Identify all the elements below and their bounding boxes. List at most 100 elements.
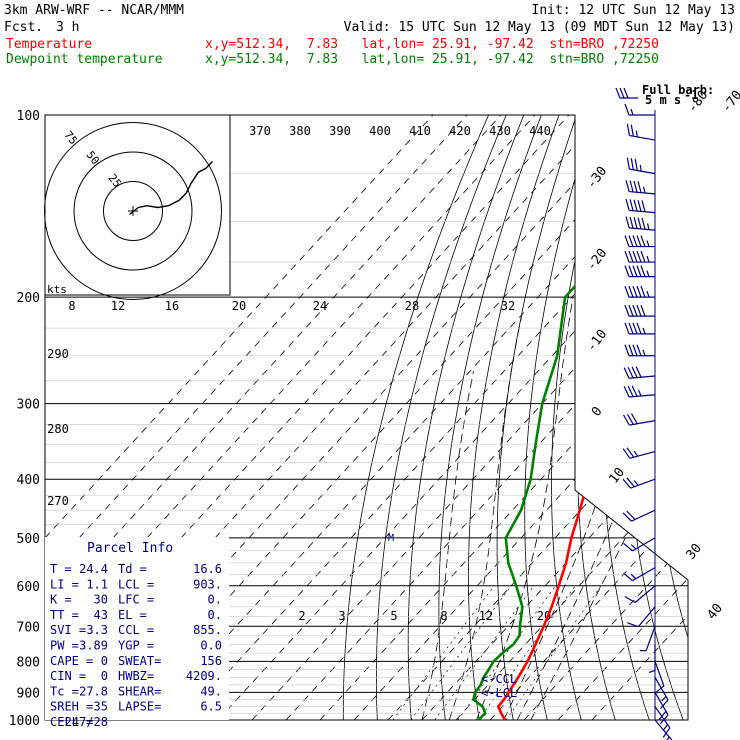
barb-flag [628, 285, 634, 298]
barb-half-flag [646, 255, 650, 263]
wind-barb [622, 447, 656, 459]
barb-flag [635, 366, 642, 378]
barb-flag [629, 199, 634, 211]
barb-flag [623, 572, 633, 582]
barb-flag [640, 265, 646, 277]
barb-half-flag [646, 223, 650, 230]
parcel-label: SHEAR= [118, 684, 161, 698]
hodograph-ring [44, 122, 222, 300]
wind-barb [625, 180, 656, 195]
mixing-ratio-label: 32 [501, 299, 515, 313]
wind-barb [623, 366, 656, 379]
barb-shaft [629, 450, 656, 459]
wind-barb [625, 198, 656, 214]
hodograph-ring [103, 181, 163, 241]
parcel-label: LFC = [118, 593, 154, 607]
parcel-label: Td = [118, 562, 147, 576]
barb-flag [640, 235, 646, 247]
barb-shaft [630, 478, 656, 489]
parcel-title: Parcel Info [87, 541, 173, 556]
wind-barb [624, 585, 656, 604]
parcel-label: PW = [50, 639, 79, 653]
barb-shaft [629, 227, 656, 231]
barb-flag [629, 180, 634, 193]
barb-half-flag [637, 389, 642, 397]
parcel-value: 27.8 [79, 684, 108, 698]
wind-barb [654, 661, 665, 694]
forecast-hour: 3 h [56, 20, 79, 35]
mixing-ratio-label: 3 [338, 609, 345, 623]
wind-barb [622, 509, 656, 522]
parcel-label: SREH = [50, 700, 93, 714]
dry-adiabat [697, 115, 740, 720]
isotherm [557, 115, 688, 720]
dry-adiabat [342, 115, 489, 720]
barb-shaft [654, 661, 665, 687]
barb-flag [626, 510, 636, 520]
mixing-ratio-label: 8 [440, 609, 447, 623]
ccl-marker: <-CCL [481, 672, 517, 686]
barb-shaft [629, 420, 656, 426]
moist-adiabat [516, 297, 684, 720]
barb-flag [630, 124, 634, 137]
barb-flag [626, 413, 634, 425]
parcel-value: 49. [200, 684, 222, 698]
barb-flag [633, 217, 638, 229]
pressure-label: 100 [17, 109, 40, 124]
barb-flag [624, 250, 630, 263]
dry-adiabat [718, 115, 740, 720]
barb-shaft [632, 537, 656, 552]
parcel-label: HWBZ= [118, 669, 154, 683]
barb-half-flag [661, 695, 667, 702]
level-markers: <-CCL<-LCL M [388, 533, 517, 700]
hodograph-units: kts [47, 283, 67, 296]
parcel-value: 855. [193, 623, 222, 637]
wind-barb [626, 157, 656, 175]
parcel-label: EL = [118, 608, 147, 622]
parcel-label: CCL = [118, 623, 154, 637]
parcel-label: CIN = [50, 669, 86, 683]
pressure-label: 200 [17, 291, 40, 306]
barb-flag [625, 198, 630, 211]
pressure-label: 1000 [9, 714, 40, 729]
parcel-value: 156 [200, 654, 222, 668]
barb-flag [624, 596, 636, 604]
barb-flag [627, 367, 634, 379]
barb-flag [631, 366, 638, 378]
legend-dewpoint-info: x,y=512.34, 7.83 lat,lon= 25.91, -97.42 … [205, 52, 659, 67]
parcel-label: LAPSE= [118, 700, 161, 714]
barb-flag [622, 448, 631, 459]
barb-flag [632, 304, 638, 317]
parcel-value: 6.5 [200, 700, 222, 714]
parcel-value: 3.3 [86, 623, 108, 637]
wind-barb [624, 322, 655, 335]
mixing-ratio-label: 12 [479, 609, 493, 623]
barb-key-exponent: -1 [684, 88, 698, 102]
legend-dewpoint-name: Dewpoint temperature [6, 52, 163, 67]
parcel-label: SWEAT= [118, 654, 161, 668]
isotherm-label: -20 [584, 246, 610, 274]
theta-label: 440 [529, 124, 551, 138]
theta-label: 410 [409, 124, 431, 138]
isotherm [285, 115, 688, 720]
parcel-value: 0 [101, 669, 108, 683]
barb-half-flag [642, 186, 646, 194]
barb-flag [628, 250, 634, 263]
dry-adiabat [407, 115, 525, 720]
barb-flag [622, 478, 632, 489]
barb-flag [662, 727, 671, 738]
pressure-label: 700 [17, 620, 40, 635]
wind-barb [623, 567, 656, 582]
theta-label: 420 [449, 124, 471, 138]
isotherm [217, 115, 688, 720]
barb-flag [636, 322, 642, 335]
theta-label: 400 [369, 124, 391, 138]
parcel-value: 3.89 [79, 639, 108, 653]
isotherm-label: -10 [584, 327, 610, 355]
parcel-info-box: Parcel Info T = 24.4 Td = 16.6 LI = 1.1 LCL = 90… [45, 537, 229, 729]
isotherm-label: -70 [719, 88, 740, 116]
parcel-value: 4209. [186, 669, 222, 683]
barb-flag [637, 217, 642, 230]
barb-shaft [637, 606, 656, 628]
